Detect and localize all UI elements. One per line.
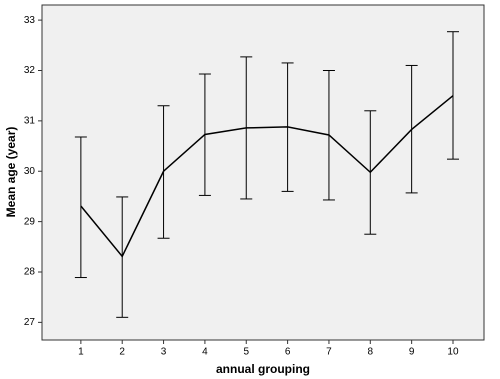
y-tick-label: 28: [24, 267, 36, 278]
plot-area: [41, 4, 485, 341]
y-tick-label: 31: [24, 116, 36, 127]
y-tick-label: 30: [24, 166, 36, 177]
y-tick-label: 33: [24, 15, 36, 26]
x-tick-label: 6: [285, 347, 291, 358]
x-tick-label: 1: [78, 347, 84, 358]
y-axis-label: Mean age (year): [4, 127, 18, 218]
y-tick-label: 32: [24, 65, 36, 76]
x-tick-label: 2: [119, 347, 125, 358]
x-tick-label: 9: [409, 347, 415, 358]
x-tick-label: 4: [202, 347, 208, 358]
x-tick-label: 5: [243, 347, 249, 358]
y-tick-label: 29: [24, 216, 36, 227]
x-tick-label: 3: [161, 347, 167, 358]
x-tick-label: 8: [368, 347, 374, 358]
mean-line: [80, 95, 454, 258]
y-tick-label: 27: [24, 317, 36, 328]
x-tick-label: 7: [326, 347, 332, 358]
x-tick-label: 10: [447, 347, 459, 358]
x-axis-label: annual grouping: [216, 362, 310, 376]
